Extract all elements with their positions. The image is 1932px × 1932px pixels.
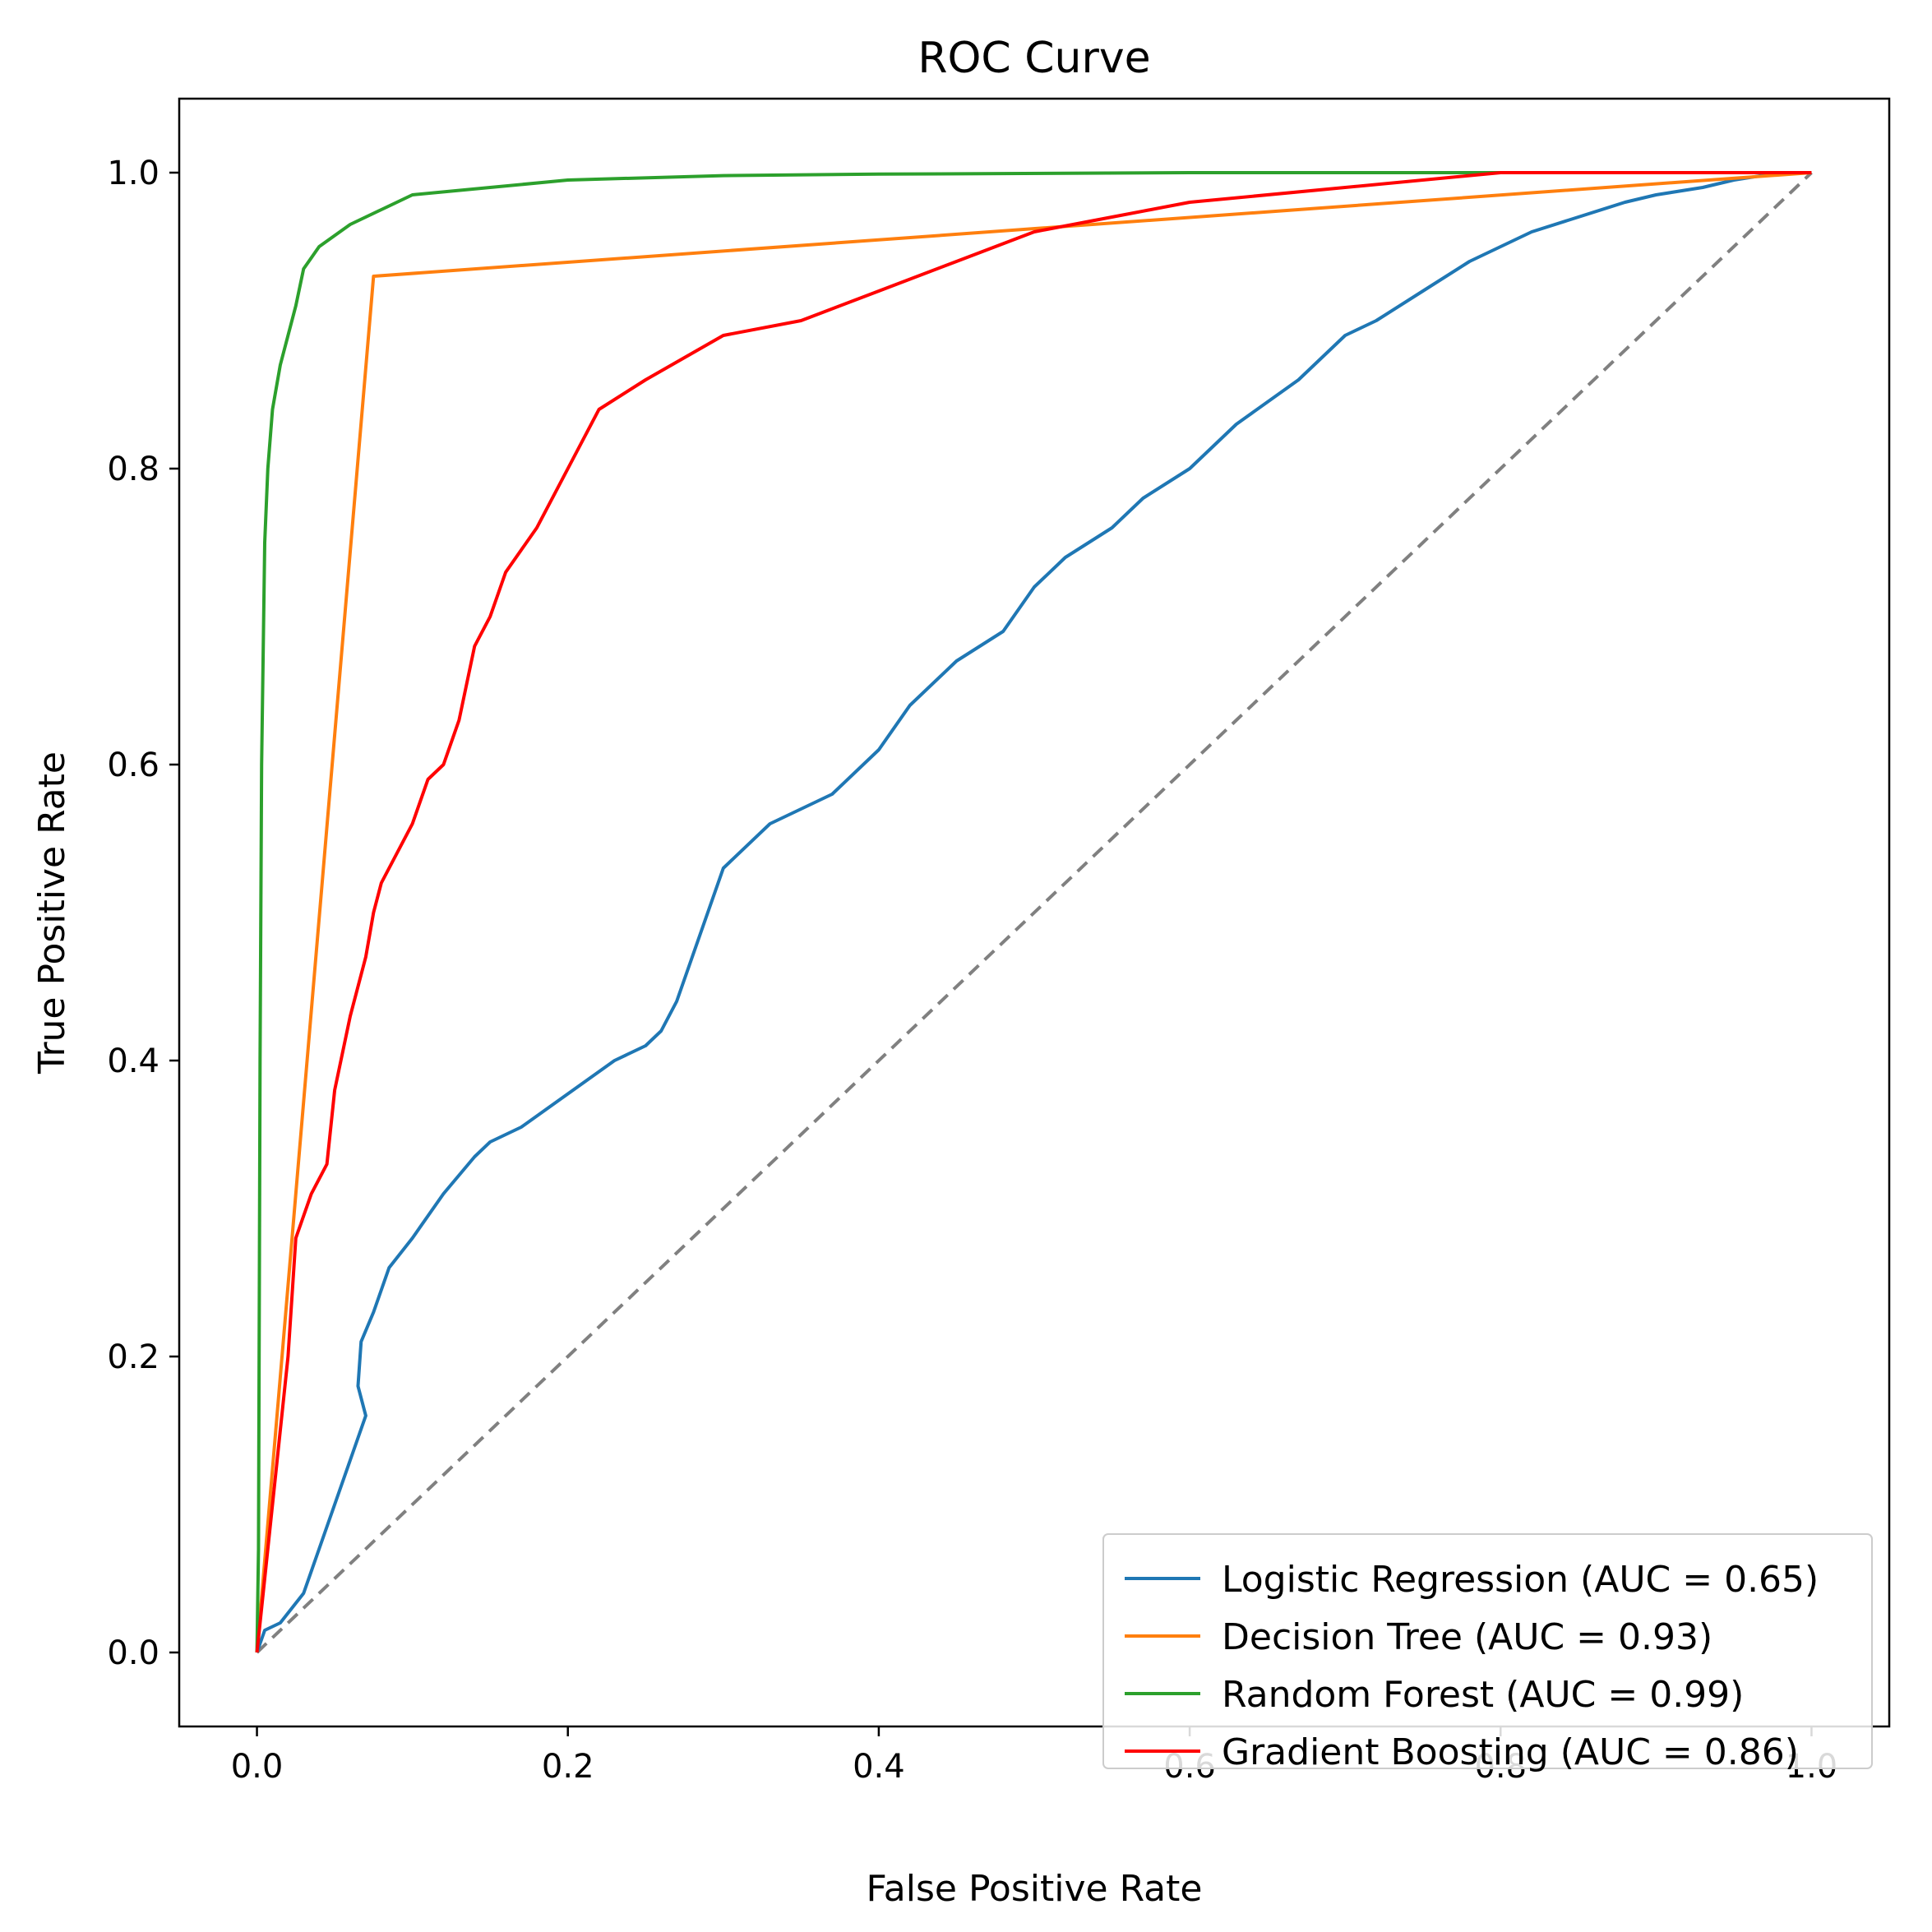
chance-reference-line [256, 171, 1813, 1654]
logistic-regression-legend-label: Logistic Regression (AUC = 0.65) [1222, 1559, 1819, 1601]
y-tick-label: 1.0 [107, 155, 159, 192]
y-tick-label: 0.8 [107, 451, 159, 488]
random-forest-curve [255, 171, 1812, 1653]
legend: Logistic Regression (AUC = 0.65) Decision… [1102, 1533, 1873, 1773]
x-tick-label: 0.4 [853, 1748, 905, 1786]
y-tick-label: 0.2 [107, 1338, 159, 1376]
legend-box [1102, 1533, 1873, 1769]
gradient-boosting-curve [255, 171, 1812, 1653]
decision-tree-legend-label: Decision Tree (AUC = 0.93) [1222, 1616, 1712, 1658]
x-tick-label: 0.2 [542, 1748, 594, 1786]
logistic-regression-curve [255, 171, 1812, 1653]
x-axis-label: False Positive Rate [867, 1868, 1203, 1910]
gradient-boosting-legend-label: Gradient Boosting (AUC = 0.86) [1222, 1731, 1799, 1773]
y-tick-label: 0.4 [107, 1042, 159, 1080]
y-tick-label: 0.0 [107, 1634, 159, 1672]
y-axis: 0.0 0.2 0.4 0.6 0.8 1.0 [107, 155, 179, 1672]
x-tick-label: 0.0 [231, 1748, 284, 1786]
series-layer [255, 171, 1813, 1654]
plot-frame [178, 97, 1891, 1728]
y-tick-label: 0.6 [107, 746, 159, 784]
y-axis-label: True Positive Rate [31, 751, 73, 1075]
random-forest-legend-label: Random Forest (AUC = 0.99) [1222, 1674, 1744, 1716]
chart-title: ROC Curve [917, 34, 1150, 83]
decision-tree-curve [255, 171, 1812, 1653]
